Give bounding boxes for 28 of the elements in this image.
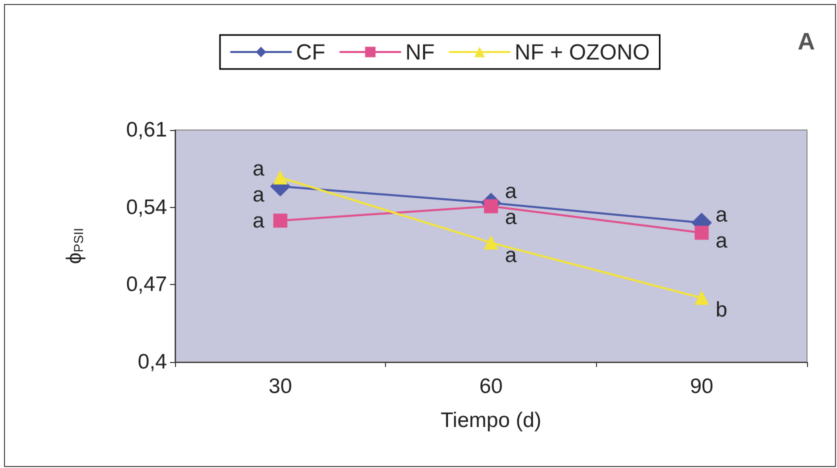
annotation: a — [252, 183, 265, 206]
annotation: a — [716, 203, 728, 226]
annotation: a — [252, 157, 265, 180]
point — [273, 214, 288, 228]
y-tick-label: 0,61 — [126, 118, 167, 142]
point — [694, 290, 709, 305]
x-axis-title: Tiempo (d) — [440, 409, 542, 432]
point — [484, 199, 498, 214]
legend-label: NF — [405, 40, 435, 64]
annotation: a — [505, 244, 517, 267]
point — [694, 226, 709, 240]
x-tick-label: 60 — [479, 375, 503, 398]
x-tick-label: 90 — [690, 375, 714, 398]
annotation: a — [505, 206, 517, 229]
point — [484, 236, 498, 250]
y-tick-label: 0,4 — [138, 350, 168, 374]
annotation: a — [505, 180, 517, 203]
legend-label: NF + OZONO — [514, 40, 650, 64]
y-tick-label: 0,47 — [126, 273, 167, 296]
y-axis-title: ϕPSII — [63, 228, 86, 264]
annotation: a — [252, 209, 265, 232]
legend-label: CF — [296, 40, 326, 64]
annotation: b — [716, 298, 728, 322]
y-tick-label: 0,54 — [126, 196, 168, 219]
text: A — [798, 28, 816, 56]
point — [273, 170, 288, 185]
x-tick-label: 30 — [268, 375, 292, 398]
annotation: a — [716, 229, 728, 252]
